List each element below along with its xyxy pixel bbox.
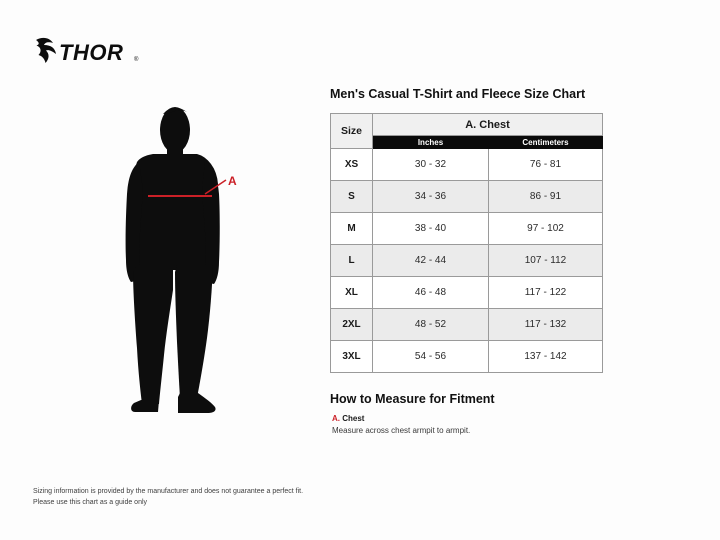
column-header-inches: Inches bbox=[372, 135, 489, 149]
page-title: Men's Casual T-Shirt and Fleece Size Cha… bbox=[330, 87, 586, 101]
size-cell: S bbox=[330, 180, 373, 213]
table-row-l: L 42 - 44 107 - 112 bbox=[330, 244, 603, 277]
table-row-m: M 38 - 40 97 - 102 bbox=[330, 212, 603, 245]
table-row-s: S 34 - 36 86 - 91 bbox=[330, 180, 603, 213]
size-cell: XL bbox=[330, 276, 373, 309]
disclaimer-text: Sizing information is provided by the ma… bbox=[33, 486, 303, 508]
cm-cell: 76 - 81 bbox=[488, 148, 603, 181]
size-cell: M bbox=[330, 212, 373, 245]
male-silhouette-figure: A bbox=[125, 107, 237, 413]
table-row-2xl: 2XL 48 - 52 117 - 132 bbox=[330, 308, 603, 341]
measure-description: Measure across chest armpit to armpit. bbox=[332, 426, 471, 435]
thor-logo: THOR ® bbox=[36, 37, 139, 65]
table-row-xs: XS 30 - 32 76 - 81 bbox=[330, 148, 603, 181]
table-row-3xl: 3XL 54 - 56 137 - 142 bbox=[330, 340, 603, 373]
size-table-container: Size A. Chest Inches Centimeters XS 30 -… bbox=[330, 113, 603, 373]
inches-cell: 42 - 44 bbox=[372, 244, 489, 277]
cm-cell: 107 - 112 bbox=[488, 244, 603, 277]
table-row-xl: XL 46 - 48 117 - 122 bbox=[330, 276, 603, 309]
size-cell: XS bbox=[330, 148, 373, 181]
column-header-chest: A. Chest bbox=[372, 113, 603, 136]
inches-cell: 48 - 52 bbox=[372, 308, 489, 341]
column-header-size: Size bbox=[330, 113, 373, 149]
thor-goat-icon bbox=[36, 37, 56, 63]
inches-cell: 46 - 48 bbox=[372, 276, 489, 309]
disclaimer-line-2: Please use this chart as a guide only bbox=[33, 499, 148, 506]
registered-trademark-symbol: ® bbox=[134, 56, 139, 63]
cm-cell: 86 - 91 bbox=[488, 180, 603, 213]
inches-cell: 54 - 56 bbox=[372, 340, 489, 373]
cm-cell: 97 - 102 bbox=[488, 212, 603, 245]
size-cell: 2XL bbox=[330, 308, 373, 341]
silhouette-body bbox=[125, 107, 220, 413]
cm-cell: 117 - 132 bbox=[488, 308, 603, 341]
thor-logo-text: THOR bbox=[59, 40, 123, 65]
annotation-leader-line bbox=[204, 179, 227, 195]
size-cell: L bbox=[330, 244, 373, 277]
column-header-centimeters: Centimeters bbox=[488, 135, 603, 149]
cm-cell: 137 - 142 bbox=[488, 340, 603, 373]
cm-cell: 117 - 122 bbox=[488, 276, 603, 309]
measure-label-name: Chest bbox=[342, 414, 365, 423]
measure-label-letter: A. bbox=[332, 414, 340, 423]
disclaimer-line-1: Sizing information is provided by the ma… bbox=[33, 488, 304, 495]
measure-section-heading: How to Measure for Fitment bbox=[330, 392, 495, 406]
size-cell: 3XL bbox=[330, 340, 373, 373]
inches-cell: 30 - 32 bbox=[372, 148, 489, 181]
size-table: Size A. Chest Inches Centimeters XS 30 -… bbox=[330, 113, 603, 373]
inches-cell: 34 - 36 bbox=[372, 180, 489, 213]
chest-measurement-annotation: A bbox=[148, 174, 237, 197]
measure-label-chest: A. Chest bbox=[332, 414, 364, 423]
inches-cell: 38 - 40 bbox=[372, 212, 489, 245]
annotation-letter: A bbox=[228, 174, 237, 188]
